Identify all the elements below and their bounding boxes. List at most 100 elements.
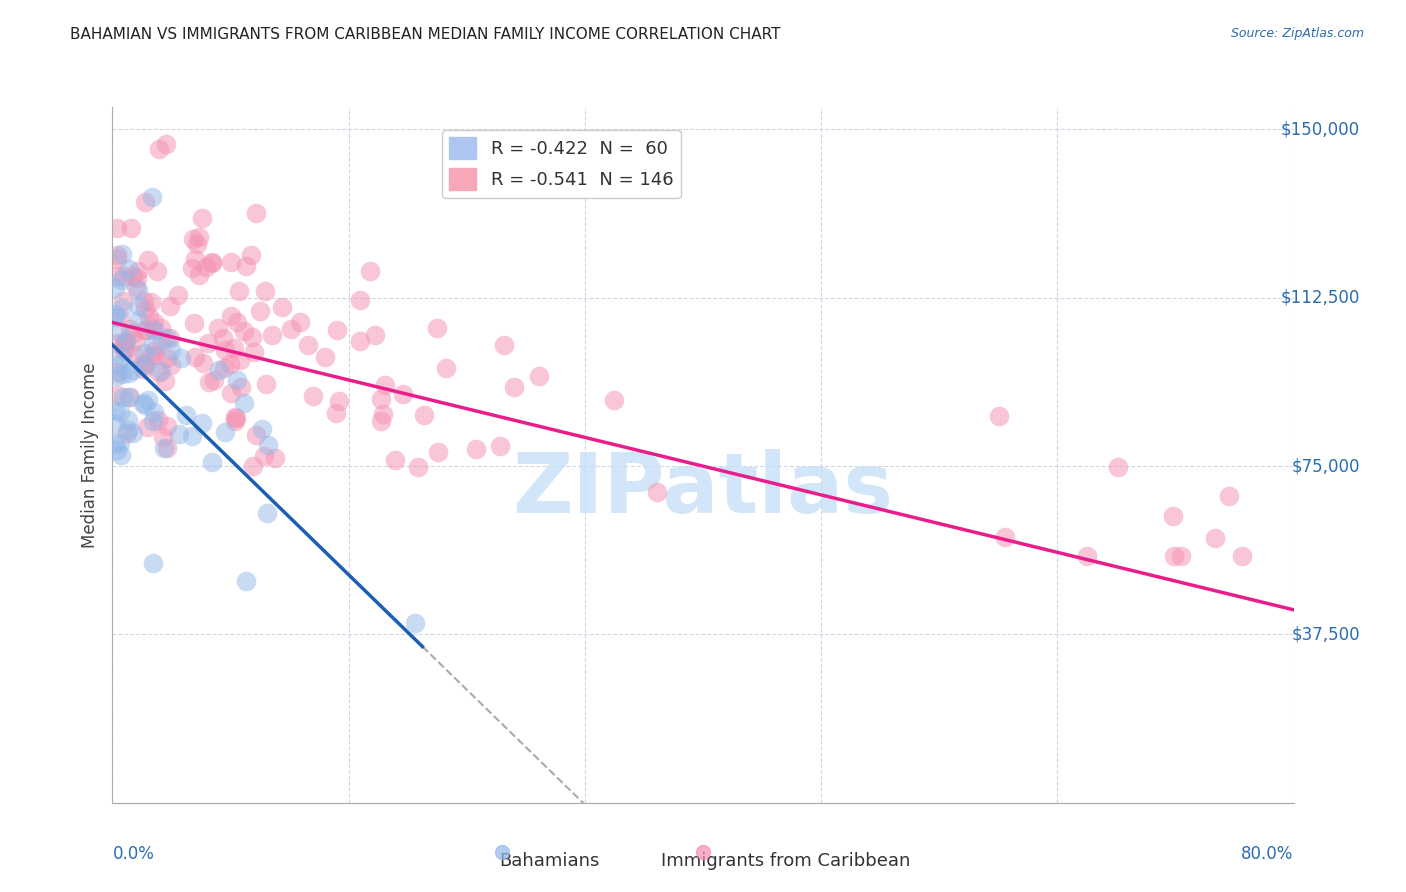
Point [141, 321, 163, 335]
Point [250, 422, 273, 436]
Point [412, 408, 434, 422]
Point [156, 351, 179, 365]
Point [371, 408, 394, 422]
Point [1076, 549, 1098, 563]
Point [370, 392, 392, 406]
Point [108, 436, 131, 450]
Point [527, 369, 550, 384]
Point [149, 363, 172, 377]
Point [191, 355, 214, 369]
Point [202, 373, 225, 387]
Point [201, 255, 224, 269]
Point [117, 366, 139, 380]
Point [136, 252, 159, 267]
Point [240, 248, 263, 262]
Point [1163, 549, 1185, 563]
Point [125, 270, 148, 285]
Point [315, 350, 337, 364]
Text: 0.0%: 0.0% [112, 845, 155, 863]
Point [226, 314, 249, 328]
Point [134, 301, 156, 316]
Point [280, 322, 302, 336]
Point [169, 351, 191, 365]
Point [117, 413, 139, 427]
Point [153, 374, 176, 388]
Point [224, 409, 246, 424]
Point [104, 417, 127, 431]
Point [112, 342, 135, 356]
Point [242, 459, 264, 474]
Point [602, 392, 624, 407]
Legend: R = -0.422  N =  60, R = -0.541  N = 146: R = -0.422 N = 60, R = -0.541 N = 146 [441, 130, 681, 197]
Point [105, 268, 128, 283]
Point [110, 448, 132, 462]
Point [349, 334, 371, 349]
Point [249, 304, 271, 318]
Point [127, 264, 149, 278]
Point [211, 331, 233, 345]
Point [128, 299, 150, 313]
Point [112, 335, 135, 350]
Point [114, 334, 136, 349]
Point [988, 409, 1011, 423]
Point [187, 230, 209, 244]
Point [134, 398, 156, 412]
Point [110, 350, 132, 364]
Point [180, 261, 202, 276]
Point [186, 236, 208, 251]
Point [134, 357, 156, 371]
Point [233, 324, 256, 338]
Point [349, 293, 371, 307]
Point [134, 194, 156, 209]
Point [160, 358, 183, 372]
Point [117, 423, 139, 437]
Point [105, 368, 128, 383]
Point [107, 310, 129, 324]
Point [187, 268, 209, 282]
Point [184, 252, 207, 266]
Point [245, 428, 267, 442]
Point [155, 136, 177, 151]
Point [156, 442, 179, 456]
Text: ZIPatlas: ZIPatlas [513, 450, 893, 530]
Point [489, 439, 512, 453]
Point [326, 323, 349, 337]
Point [124, 334, 146, 348]
Point [108, 325, 131, 339]
Point [270, 300, 292, 314]
Point [142, 556, 165, 570]
Point [229, 380, 252, 394]
Point [110, 301, 132, 316]
Point [197, 335, 219, 350]
Point [392, 386, 415, 401]
Text: $112,500: $112,500 [1281, 289, 1360, 307]
Text: BAHAMIAN VS IMMIGRANTS FROM CARIBBEAN MEDIAN FAMILY INCOME CORRELATION CHART: BAHAMIAN VS IMMIGRANTS FROM CARIBBEAN ME… [70, 27, 780, 42]
Point [201, 256, 224, 270]
Point [503, 380, 526, 394]
Point [235, 574, 257, 589]
Point [190, 416, 212, 430]
Point [134, 323, 156, 337]
Point [122, 426, 145, 441]
Point [219, 310, 242, 324]
Point [1218, 489, 1240, 503]
Point [150, 320, 173, 334]
Point [197, 375, 219, 389]
Point [195, 260, 218, 274]
Point [111, 294, 134, 309]
Point [150, 333, 173, 347]
Point [105, 335, 128, 350]
Point [180, 429, 202, 443]
Point [148, 365, 170, 379]
Point [1170, 549, 1192, 563]
Point [245, 205, 267, 219]
Point [152, 430, 174, 444]
Point [359, 264, 381, 278]
Text: 80.0%: 80.0% [1241, 845, 1294, 863]
Point [254, 376, 277, 391]
Point [135, 420, 157, 434]
Point [148, 142, 170, 156]
Point [142, 314, 165, 328]
Point [208, 363, 231, 377]
Point [242, 345, 264, 359]
